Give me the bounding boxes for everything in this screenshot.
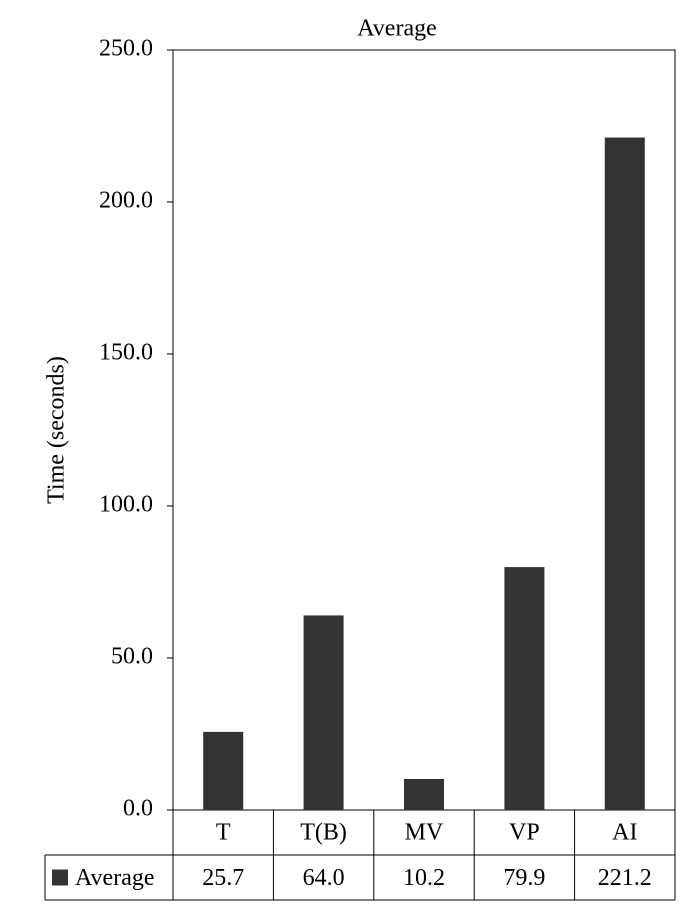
- data-table-value: 25.7: [202, 865, 244, 891]
- bar: [404, 778, 444, 810]
- y-tick-label: 150.0: [99, 340, 153, 366]
- plot-frame: [172, 49, 676, 811]
- chart-title: Average: [357, 16, 437, 42]
- bar: [203, 731, 244, 810]
- x-tick-label: VP: [509, 820, 540, 846]
- x-tick-label: AI: [612, 820, 637, 846]
- y-tick-label: 0.0: [123, 796, 153, 822]
- legend-swatch: [52, 869, 68, 886]
- y-tick-label: 200.0: [99, 188, 153, 214]
- x-tick-label: T: [216, 820, 231, 846]
- data-table-value: 64.0: [303, 865, 345, 891]
- data-table-value: 221.2: [598, 865, 652, 891]
- y-tick-label: 100.0: [99, 492, 153, 518]
- data-table-value: 79.9: [503, 865, 545, 891]
- bar: [303, 615, 344, 810]
- y-tick-label: 50.0: [111, 644, 153, 670]
- y-axis-label: Time (seconds): [44, 356, 70, 504]
- data-table-value: 10.2: [403, 865, 445, 891]
- x-tick-label: MV: [405, 820, 444, 846]
- bar: [504, 567, 545, 810]
- x-tick-label: T(B): [300, 820, 347, 846]
- legend-label: Average: [75, 865, 155, 891]
- bar: [604, 137, 645, 810]
- y-tick-label: 250.0: [99, 36, 153, 62]
